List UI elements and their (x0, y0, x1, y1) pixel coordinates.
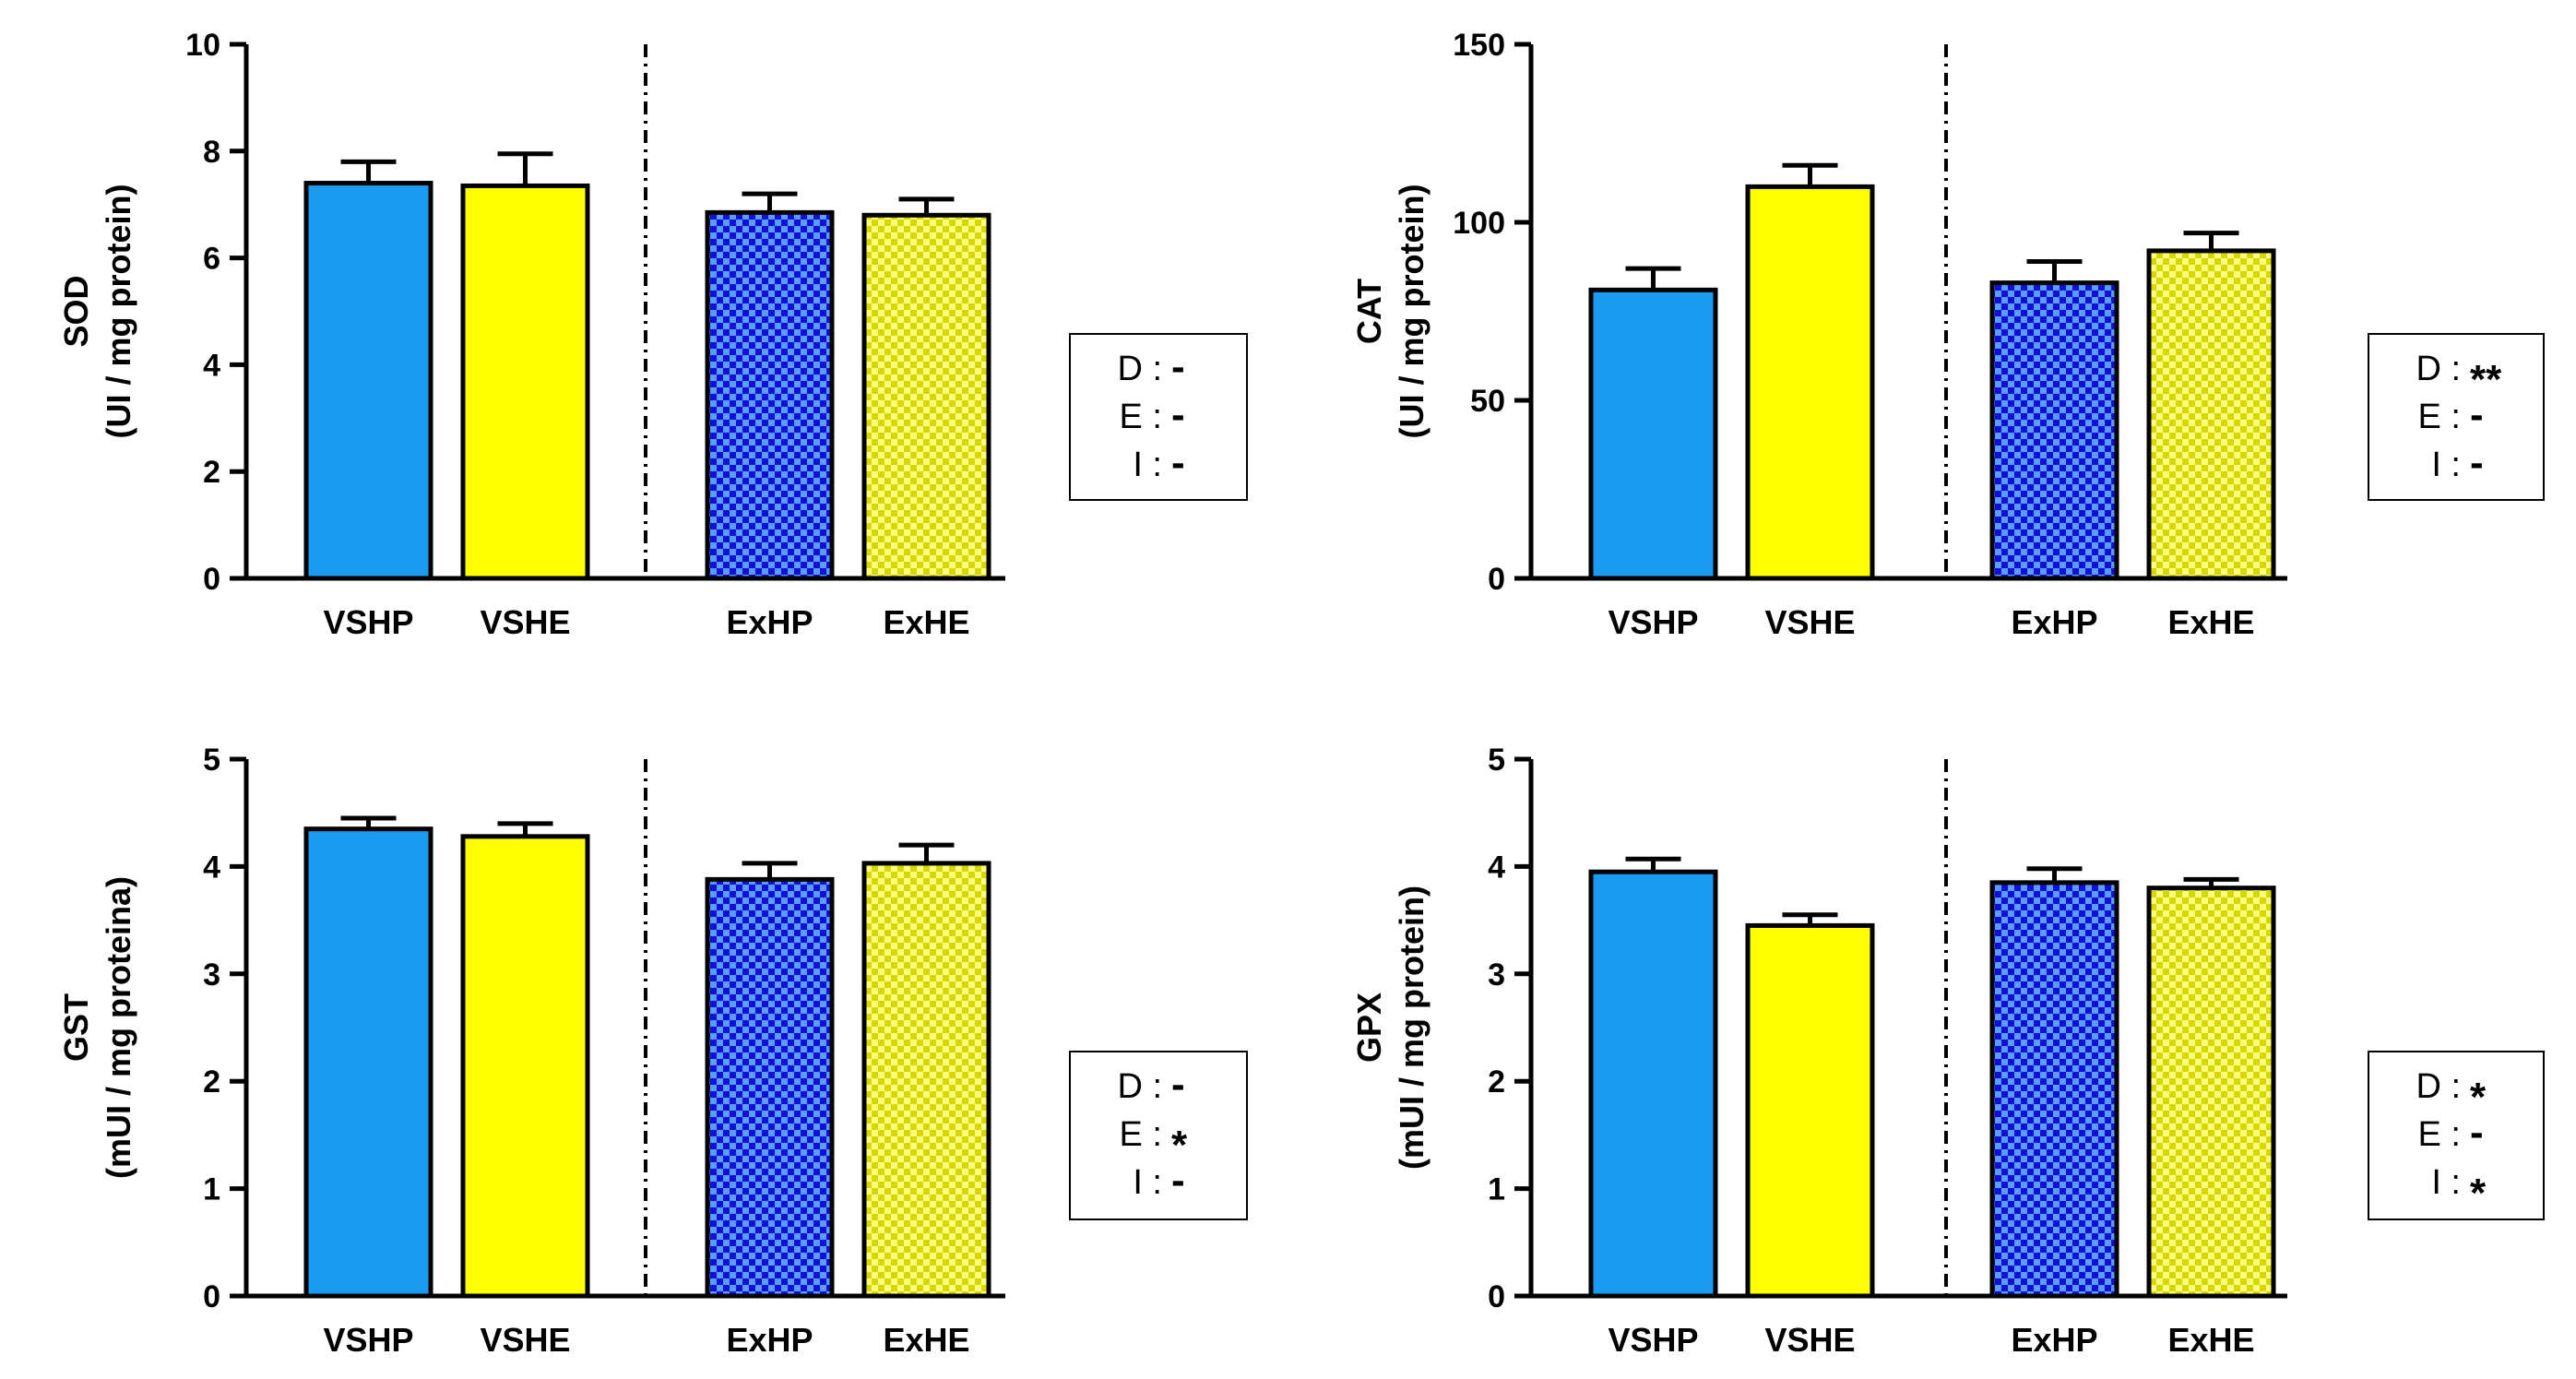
stats-mark: - (1171, 440, 1185, 485)
y-axis-unit: (mUI / mg protein) (1393, 886, 1430, 1170)
y-tick-label: 50 (1470, 384, 1505, 419)
bar-vshp (1588, 287, 1718, 581)
stats-label: D : (2416, 1067, 2461, 1106)
bar-exhe (2146, 248, 2276, 581)
stats-mark: - (2470, 440, 2484, 485)
y-tick-label: 0 (203, 562, 220, 597)
stats-label: E : (2418, 398, 2461, 436)
y-tick-label: 2 (203, 1064, 220, 1100)
x-tick-label: ExHE (2167, 603, 2254, 641)
stats-mark: * (2470, 1075, 2487, 1120)
bar-exhp (1989, 280, 2119, 581)
bar-exhp (705, 209, 835, 581)
y-axis-title: SOD (57, 275, 95, 347)
y-tick-label: 8 (203, 135, 220, 170)
x-tick-label: VSHE (1764, 1321, 1855, 1359)
stats-label: E : (1120, 1115, 1162, 1154)
bar-vshe (1745, 184, 1875, 581)
y-tick-label: 0 (203, 1279, 220, 1314)
y-tick-label: 5 (203, 743, 220, 778)
stats-mark: - (1171, 1062, 1185, 1107)
stats-box (1069, 333, 1248, 501)
y-tick-label: 0 (1488, 562, 1505, 597)
x-tick-label: VSHP (323, 1321, 413, 1359)
bar-exhe (861, 212, 991, 581)
y-tick-label: 2 (203, 455, 220, 490)
stats-box (2368, 1051, 2545, 1220)
y-tick-label: 150 (1453, 28, 1505, 63)
chart-panel-gst: 0 1 2 3 4 5 GST (mUI / mg proteina) VSHP VSHE ExHP… (57, 743, 1248, 1359)
bar-exhe (861, 861, 991, 1299)
y-tick-label: 5 (1488, 743, 1505, 778)
x-tick-label: VSHP (1608, 1321, 1698, 1359)
y-axis-title: CAT (1350, 279, 1388, 344)
stats-label: I : (2431, 1163, 2461, 1202)
x-tick-label: ExHE (883, 603, 969, 641)
bar-vshp (303, 181, 433, 581)
bar-vshe (460, 183, 590, 581)
x-tick-label: ExHP (726, 603, 813, 641)
y-tick-label: 0 (1488, 1279, 1505, 1314)
stats-label: E : (1120, 398, 1162, 436)
y-tick-label: 10 (185, 28, 220, 63)
x-tick-label: ExHE (2167, 1321, 2254, 1359)
y-tick-label: 100 (1453, 206, 1505, 241)
x-tick-label: ExHE (883, 1321, 969, 1359)
stats-label: D : (1117, 350, 1162, 388)
x-tick-label: VSHE (1764, 603, 1855, 641)
x-tick-label: VSHE (480, 603, 570, 641)
stats-mark: - (1171, 1158, 1185, 1203)
y-axis-unit: (UI / mg protein) (1393, 184, 1430, 439)
bar-vshp (1588, 869, 1718, 1299)
y-tick-label: 2 (1488, 1064, 1505, 1100)
y-tick-label: 1 (203, 1172, 220, 1207)
stats-mark: * (2470, 1171, 2487, 1216)
y-tick-label: 1 (1488, 1172, 1505, 1207)
stats-label: I : (1133, 1163, 1162, 1202)
chart-panel-sod: 0 2 4 6 8 10 SOD (UI / mg protein) VSHP VSHE ExHP E… (57, 28, 1248, 641)
chart-panel-cat: 0 50 100 150 CAT (UI / mg protein) VSHP VSHE ExH… (1350, 28, 2545, 641)
x-tick-label: VSHP (323, 603, 413, 641)
stats-mark: - (1171, 344, 1185, 389)
y-axis-title: GST (57, 993, 95, 1062)
stats-label: I : (1133, 446, 1162, 484)
bar-vshe (460, 834, 590, 1299)
y-tick-label: 3 (203, 957, 220, 993)
y-tick-label: 4 (203, 850, 220, 885)
y-tick-label: 6 (203, 242, 220, 277)
y-axis-title: GPX (1350, 993, 1388, 1063)
stats-box (1069, 1051, 1248, 1220)
bar-vshe (1745, 922, 1875, 1299)
stats-label: D : (2416, 350, 2461, 388)
y-tick-label: 4 (203, 348, 220, 383)
stats-label: E : (2418, 1115, 2461, 1154)
chart-panel-gpx: 0 1 2 3 4 5 GPX (mUI / mg protein) VSHP VSHE ExHP E… (1350, 743, 2545, 1359)
bar-exhp (1989, 880, 2119, 1299)
stats-label: D : (1117, 1067, 1162, 1106)
stats-mark: - (2470, 392, 2484, 437)
x-tick-label: ExHP (2011, 1321, 2097, 1359)
y-axis-unit: (mUI / mg proteina) (100, 876, 137, 1179)
y-tick-label: 4 (1488, 850, 1505, 885)
stats-mark: - (1171, 392, 1185, 437)
stats-label: I : (2431, 446, 2461, 484)
x-tick-label: ExHP (2011, 603, 2097, 641)
stats-mark: ** (2470, 357, 2502, 402)
x-tick-label: VSHE (480, 1321, 570, 1359)
bar-exhe (2146, 886, 2276, 1299)
stats-box (2368, 333, 2545, 501)
stats-mark: - (2470, 1110, 2484, 1155)
x-tick-label: ExHP (726, 1321, 813, 1359)
x-tick-label: VSHP (1608, 603, 1698, 641)
y-axis-unit: (UI / mg protein) (100, 184, 137, 439)
bar-exhp (705, 876, 835, 1299)
y-tick-label: 3 (1488, 957, 1505, 993)
bar-vshp (303, 826, 433, 1299)
stats-mark: * (1171, 1123, 1188, 1168)
